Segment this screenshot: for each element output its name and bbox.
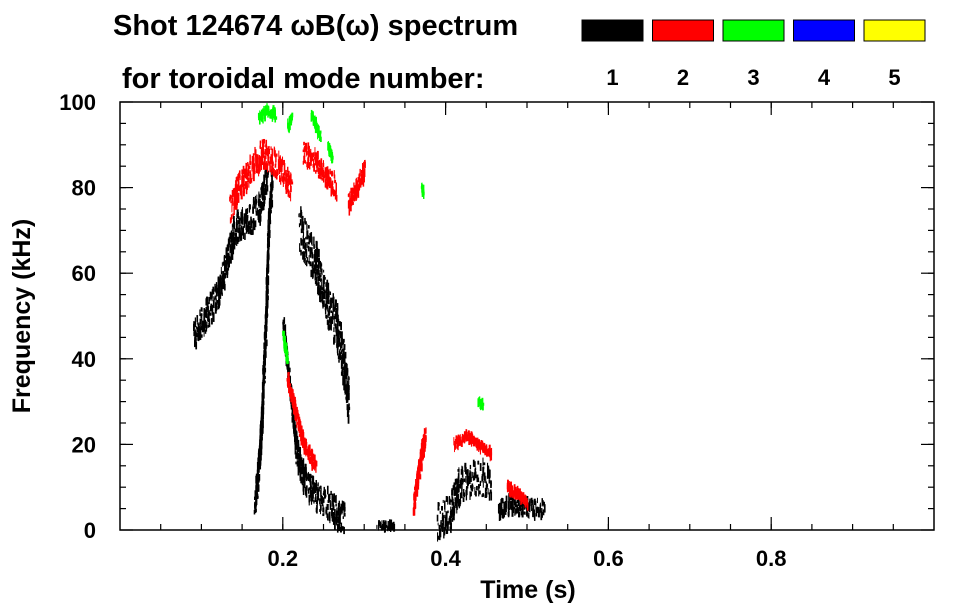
y-tick-label: 100 xyxy=(59,90,96,115)
legend-label-mode-4: 4 xyxy=(818,65,831,90)
ridge-mode-3-3 xyxy=(310,109,322,143)
ridge-mode-1-7 xyxy=(376,519,396,533)
ridge-mode-1-5 xyxy=(436,457,493,542)
ridge-mode-3-1 xyxy=(287,112,294,134)
chart-title-line1: Shot 124674 ωB(ω) spectrum xyxy=(113,10,518,42)
y-tick-label: 0 xyxy=(84,518,96,543)
legend-label-mode-2: 2 xyxy=(677,65,689,90)
x-tick-label: 0.6 xyxy=(593,546,624,571)
ridge-mode-2-5 xyxy=(453,429,493,462)
legend-swatch-mode-4 xyxy=(793,19,855,42)
plot-frame xyxy=(119,101,935,531)
plot-area xyxy=(193,103,546,542)
legend-swatch-mode-5 xyxy=(863,19,926,42)
legend-label-mode-3: 3 xyxy=(747,65,759,90)
axes: 0.2 0.4 0.6 0.8 0 20 40 60 80 100 xyxy=(59,90,934,571)
legend-swatch-mode-1 xyxy=(581,19,644,42)
ridge-mode-3-5 xyxy=(420,182,425,199)
x-tick-label: 0.2 xyxy=(268,546,299,571)
y-tick-label: 60 xyxy=(72,261,96,286)
ridge-mode-1-3 xyxy=(298,206,351,424)
legend-label-mode-1: 1 xyxy=(606,65,618,90)
series-mode-1 xyxy=(193,166,546,542)
y-tick-label: 80 xyxy=(72,176,96,201)
x-tick-label: 0.4 xyxy=(430,546,461,571)
ridge-mode-3-0 xyxy=(257,103,278,125)
legend-swatch-mode-3 xyxy=(722,19,785,42)
ridge-mode-2-0 xyxy=(229,138,294,224)
ridge-mode-2-1 xyxy=(302,141,338,202)
legend-label-mode-5: 5 xyxy=(888,65,900,90)
y-axis-label: Frequency (kHz) xyxy=(8,219,36,413)
ridge-mode-3-4 xyxy=(327,141,334,164)
chart-title-line2: for toroidal mode number: xyxy=(122,63,485,95)
series-mode-2 xyxy=(229,138,529,516)
y-tick-label: 20 xyxy=(72,432,96,457)
legend: 1 2 3 4 5 xyxy=(581,19,926,90)
ridge-mode-2-2 xyxy=(347,159,366,216)
ridge-mode-2-3 xyxy=(286,371,318,473)
y-tick-label: 40 xyxy=(72,347,96,372)
ridge-mode-1-0 xyxy=(193,166,269,350)
series-mode-3 xyxy=(257,103,485,411)
x-tick-label: 0.8 xyxy=(756,546,787,571)
ridge-mode-2-4 xyxy=(412,427,427,516)
legend-swatch-mode-2 xyxy=(652,19,714,42)
x-axis-label: Time (s) xyxy=(480,576,575,604)
ridge-mode-2-6 xyxy=(506,479,529,511)
ridge-mode-3-6 xyxy=(477,396,485,411)
ridge-mode-1-1 xyxy=(253,168,274,515)
ridge-mode-3-2 xyxy=(282,330,289,365)
ridge-mode-1-4 xyxy=(294,430,346,535)
